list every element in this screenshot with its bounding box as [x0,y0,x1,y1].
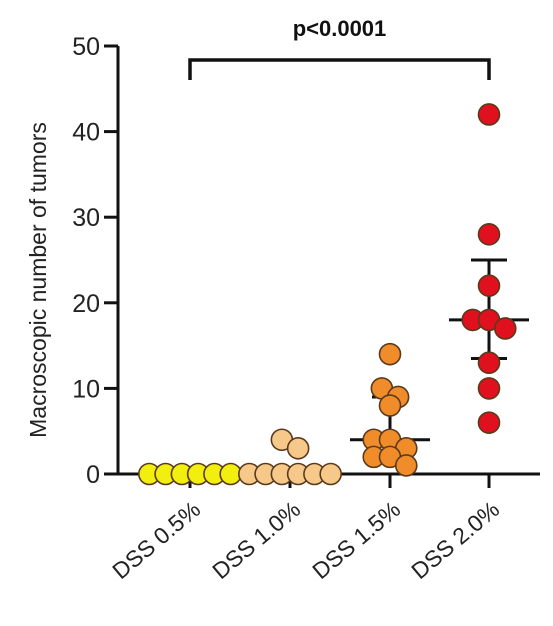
axes [104,44,540,488]
y-tick-label: 20 [72,290,100,318]
y-tick-label: 0 [86,461,100,489]
y-tick-label: 40 [72,119,100,147]
data-points [138,103,517,486]
data-point [394,454,418,477]
data-point [286,437,310,460]
x-tick-label: DSS 0.5% [107,496,205,584]
p-value-label: p<0.0001 [293,16,387,41]
y-axis-label: Macroscopic number of tumors [25,122,51,438]
data-point [477,223,501,246]
data-point [477,377,501,400]
y-tick-label: 50 [72,33,100,61]
data-point [477,411,501,434]
x-tick-label: DSS 1.0% [207,496,305,584]
y-tick-label: 10 [72,375,100,403]
significance-bracket: p<0.0001 [188,16,491,80]
data-point [477,274,501,297]
error-bars [350,258,529,459]
data-point [378,394,402,417]
data-point [477,103,501,126]
axis-labels: 0 10 20 30 40 50 DSS 0.5% DSS 1.0% DSS 1.5% DSS 2… [25,33,504,584]
data-point [477,351,501,375]
x-tick-label: DSS 2.0% [406,496,504,584]
y-tick-label: 30 [72,204,100,232]
data-point [493,317,517,340]
data-point [319,462,342,486]
bracket-line [188,58,491,80]
x-tick-label: DSS 1.5% [307,496,405,584]
data-point [378,342,402,366]
